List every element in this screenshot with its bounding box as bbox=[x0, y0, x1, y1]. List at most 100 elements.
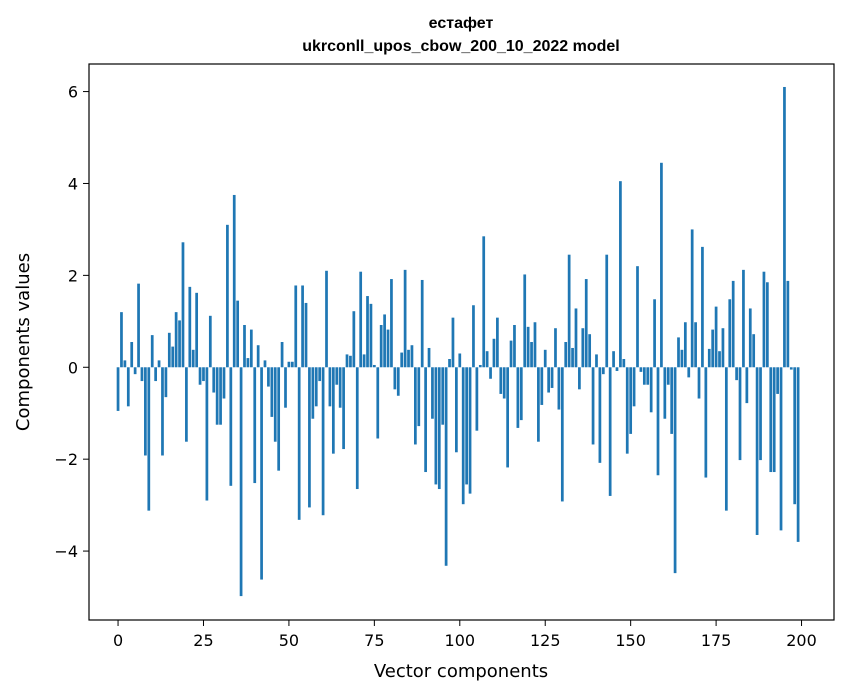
bar bbox=[615, 367, 619, 371]
bar bbox=[461, 367, 465, 505]
x-axis-label: Vector components bbox=[374, 661, 548, 682]
bar bbox=[704, 367, 708, 478]
bar bbox=[588, 334, 592, 368]
bar bbox=[513, 325, 516, 368]
bar bbox=[181, 242, 185, 368]
x-tick-label: 75 bbox=[364, 631, 384, 650]
bar bbox=[174, 312, 178, 368]
bar bbox=[431, 367, 434, 419]
bar bbox=[383, 314, 386, 368]
bar bbox=[417, 367, 421, 427]
x-tick-label: 100 bbox=[445, 631, 476, 650]
bar bbox=[304, 302, 308, 368]
bar bbox=[448, 359, 451, 368]
bar bbox=[369, 303, 373, 368]
chart-title: естафет bbox=[429, 15, 494, 32]
bar bbox=[547, 367, 551, 393]
chart-subtitle: ukrconll_upos_cbow_200_10_2022 model bbox=[302, 38, 619, 55]
bar bbox=[205, 367, 209, 501]
bar bbox=[605, 254, 609, 368]
x-tick-label: 200 bbox=[786, 631, 817, 650]
bar bbox=[290, 361, 294, 368]
bar bbox=[629, 367, 633, 434]
bar bbox=[379, 325, 383, 368]
bar bbox=[478, 364, 482, 368]
bar bbox=[359, 271, 363, 368]
bar bbox=[219, 367, 222, 425]
bar bbox=[745, 367, 749, 404]
bar bbox=[632, 367, 636, 407]
bar bbox=[619, 181, 622, 368]
bar bbox=[660, 162, 663, 368]
bar bbox=[755, 367, 759, 535]
bar bbox=[492, 338, 496, 368]
bar bbox=[342, 367, 345, 450]
bar bbox=[366, 296, 369, 368]
x-tick-label: 125 bbox=[530, 631, 561, 650]
bar bbox=[598, 367, 602, 463]
bar bbox=[701, 246, 704, 368]
bar bbox=[137, 283, 140, 368]
bar bbox=[731, 280, 735, 368]
bar bbox=[779, 367, 783, 531]
bar bbox=[591, 367, 595, 445]
bar bbox=[140, 367, 144, 382]
bar bbox=[468, 367, 472, 494]
x-tick-label: 150 bbox=[615, 631, 646, 650]
bar bbox=[277, 367, 281, 471]
x-axis-ticks: 0 25 50 75 100 125 150 175 200 bbox=[113, 620, 817, 650]
bar bbox=[496, 317, 499, 368]
y-tick-label: 6 bbox=[68, 83, 78, 102]
bar bbox=[458, 353, 462, 368]
bar bbox=[680, 349, 684, 368]
bar bbox=[537, 367, 540, 442]
bar bbox=[270, 367, 274, 417]
bar bbox=[345, 354, 349, 368]
bar bbox=[455, 367, 458, 453]
bar bbox=[284, 367, 287, 408]
bar bbox=[301, 285, 304, 368]
bar bbox=[523, 274, 527, 368]
bar bbox=[243, 325, 246, 368]
bar bbox=[625, 367, 629, 454]
bar bbox=[636, 266, 639, 368]
bar bbox=[161, 367, 164, 456]
y-tick-label: 0 bbox=[68, 358, 78, 377]
bar bbox=[208, 315, 212, 368]
bar bbox=[355, 367, 359, 490]
bar bbox=[144, 367, 147, 456]
y-tick-label: −2 bbox=[54, 450, 78, 469]
bar bbox=[441, 367, 445, 425]
bar bbox=[171, 346, 175, 368]
bar bbox=[352, 311, 356, 368]
bar bbox=[133, 367, 137, 375]
bar bbox=[506, 367, 509, 468]
bar bbox=[612, 351, 615, 368]
bar bbox=[543, 349, 547, 368]
bar bbox=[256, 345, 260, 368]
bar bbox=[325, 270, 328, 368]
bar bbox=[403, 269, 407, 368]
bar bbox=[724, 367, 728, 511]
bar bbox=[164, 367, 168, 398]
bar bbox=[571, 347, 574, 368]
bar bbox=[482, 236, 486, 368]
bar bbox=[294, 285, 298, 368]
bar bbox=[554, 328, 557, 368]
bars bbox=[116, 86, 800, 597]
bar bbox=[670, 367, 674, 434]
x-tick-label: 50 bbox=[279, 631, 299, 650]
bar bbox=[472, 305, 475, 368]
bar bbox=[157, 360, 161, 368]
bar bbox=[509, 340, 513, 368]
bar bbox=[407, 349, 410, 368]
y-tick-label: 2 bbox=[68, 266, 78, 285]
bar bbox=[540, 367, 544, 405]
bar bbox=[728, 299, 732, 368]
bar bbox=[287, 361, 291, 368]
bar bbox=[793, 367, 797, 505]
bar bbox=[499, 367, 503, 394]
bar bbox=[687, 367, 691, 378]
bar bbox=[762, 271, 766, 368]
